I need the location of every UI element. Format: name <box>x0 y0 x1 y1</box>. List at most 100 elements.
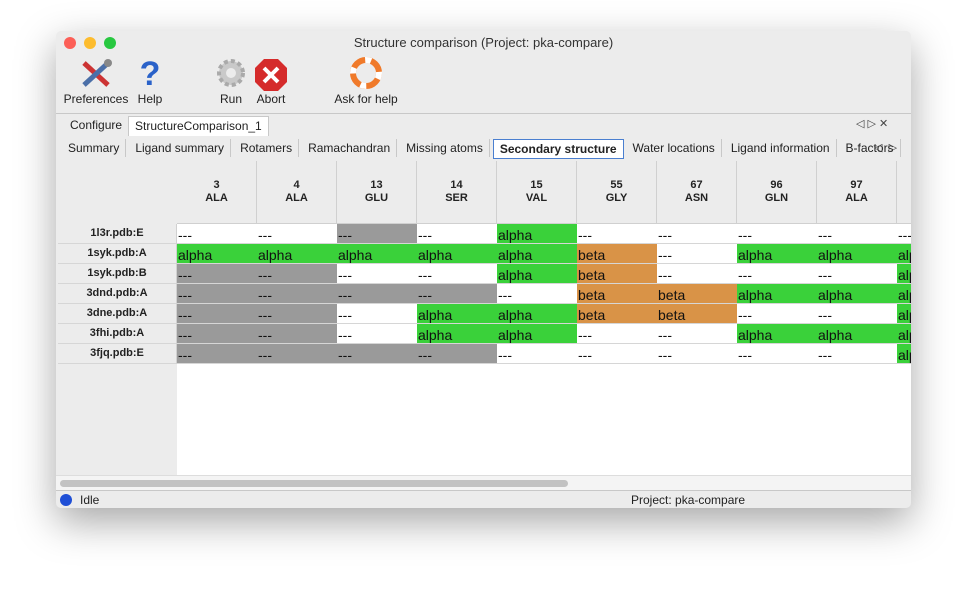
column-header[interactable]: 67 ASN <box>657 161 737 224</box>
subtab[interactable]: Ligand information <box>725 139 837 157</box>
subtab[interactable]: Water locations <box>627 139 722 157</box>
table-cell[interactable]: alpha <box>417 304 498 324</box>
table-cell[interactable]: alpha <box>897 324 911 344</box>
table-cell[interactable]: --- <box>577 344 658 364</box>
table-cell[interactable]: --- <box>257 324 338 344</box>
toolbar-label[interactable]: Preferences <box>63 92 129 106</box>
subtab[interactable]: Rotamers <box>234 139 300 157</box>
table-cell[interactable]: --- <box>177 224 258 244</box>
toolbar-label[interactable]: Help <box>137 92 163 106</box>
tab-controls[interactable]: ◁ ▷ ✕ <box>856 118 889 130</box>
row-label[interactable]: 3fhi.pdb:A <box>58 324 177 344</box>
table-cell[interactable]: alpha <box>337 244 418 264</box>
table-cell[interactable]: alpha <box>497 224 578 244</box>
table-cell[interactable]: beta <box>657 284 738 304</box>
horizontal-scrollbar[interactable] <box>56 475 911 491</box>
subtab[interactable]: Summary <box>62 139 127 157</box>
run-icon[interactable] <box>217 59 245 87</box>
table-cell[interactable]: alpha <box>497 324 578 344</box>
column-header[interactable] <box>897 161 911 224</box>
table-cell[interactable]: --- <box>657 244 738 264</box>
table-cell[interactable]: alpha <box>177 244 258 264</box>
table-cell[interactable]: --- <box>257 284 338 304</box>
table-cell[interactable]: --- <box>257 344 338 364</box>
toolbar-label[interactable]: Run <box>219 92 242 106</box>
table-cell[interactable]: alpha <box>417 324 498 344</box>
column-header[interactable]: 15 VAL <box>497 161 577 224</box>
table-cell[interactable]: beta <box>577 244 658 264</box>
table-cell[interactable]: --- <box>257 304 338 324</box>
table-cell[interactable]: --- <box>577 224 658 244</box>
table-cell[interactable]: alpha <box>817 284 898 304</box>
tab[interactable]: StructureComparison_1 <box>128 116 269 136</box>
table-cell[interactable]: alpha <box>497 264 578 284</box>
abort-icon[interactable] <box>255 59 287 91</box>
column-header[interactable]: 14 SER <box>417 161 497 224</box>
row-label[interactable]: 1syk.pdb:B <box>58 264 177 284</box>
table-cell[interactable]: --- <box>337 224 418 244</box>
table-cell[interactable]: --- <box>417 284 498 304</box>
subtab[interactable]: B-factors <box>840 139 901 157</box>
row-label[interactable]: 1syk.pdb:A <box>58 244 177 264</box>
table-cell[interactable]: --- <box>817 264 898 284</box>
table-cell[interactable]: --- <box>817 224 898 244</box>
table-cell[interactable]: --- <box>337 304 418 324</box>
table-cell[interactable]: --- <box>417 264 498 284</box>
table-cell[interactable]: --- <box>177 264 258 284</box>
row-label[interactable]: 1l3r.pdb:E <box>58 224 177 244</box>
table-cell[interactable]: --- <box>417 344 498 364</box>
table-cell[interactable]: alpha <box>897 264 911 284</box>
table-cell[interactable]: --- <box>337 284 418 304</box>
table-cell[interactable]: --- <box>817 344 898 364</box>
table-cell[interactable]: --- <box>337 344 418 364</box>
table-cell[interactable]: alpha <box>817 324 898 344</box>
table-cell[interactable]: alpha <box>897 284 911 304</box>
table-cell[interactable]: alpha <box>737 324 818 344</box>
table-cell[interactable]: --- <box>817 304 898 324</box>
close-button[interactable] <box>64 37 76 49</box>
table-cell[interactable]: --- <box>497 344 578 364</box>
table-cell[interactable]: beta <box>657 304 738 324</box>
table-cell[interactable]: --- <box>177 304 258 324</box>
column-header[interactable]: 13 GLU <box>337 161 417 224</box>
table-cell[interactable]: beta <box>577 284 658 304</box>
minimize-button[interactable] <box>84 37 96 49</box>
subtab[interactable]: Ramachandran <box>302 139 398 157</box>
table-cell[interactable]: alpha <box>497 304 578 324</box>
toolbar-label[interactable]: Ask for help <box>334 92 398 106</box>
preferences-icon[interactable] <box>82 59 112 87</box>
table-cell[interactable]: --- <box>737 224 818 244</box>
table-cell[interactable]: alpha <box>897 304 911 324</box>
table-cell[interactable]: beta <box>577 304 658 324</box>
table-cell[interactable]: alpha <box>737 284 818 304</box>
table-cell[interactable]: --- <box>737 344 818 364</box>
table-cell[interactable]: --- <box>177 284 258 304</box>
row-label[interactable]: 3dne.pdb:A <box>58 304 177 324</box>
table-cell[interactable]: alpha <box>257 244 338 264</box>
ask-help-icon[interactable] <box>350 57 382 89</box>
table-cell[interactable]: --- <box>737 264 818 284</box>
table-cell[interactable]: alpha <box>817 244 898 264</box>
table-cell[interactable]: alpha <box>497 244 578 264</box>
table-cell[interactable]: --- <box>257 224 338 244</box>
table-cell[interactable]: alpha <box>737 244 818 264</box>
table-cell[interactable]: --- <box>177 344 258 364</box>
table-cell[interactable]: alpha <box>417 244 498 264</box>
table-cell[interactable]: alpha <box>897 344 911 364</box>
column-header[interactable]: 55 GLY <box>577 161 657 224</box>
column-header[interactable]: 97 ALA <box>817 161 897 224</box>
scroll-thumb[interactable] <box>60 480 568 487</box>
table-cell[interactable]: --- <box>417 224 498 244</box>
table-cell[interactable]: --- <box>257 264 338 284</box>
column-header[interactable]: 3 ALA <box>177 161 257 224</box>
table-cell[interactable]: --- <box>657 264 738 284</box>
table-cell[interactable]: --- <box>897 224 911 244</box>
row-label[interactable]: 3dnd.pdb:A <box>58 284 177 304</box>
column-header[interactable]: 4 ALA <box>257 161 337 224</box>
table-cell[interactable]: --- <box>657 324 738 344</box>
subtab[interactable]: Secondary structure <box>492 139 624 159</box>
row-label[interactable]: 3fjq.pdb:E <box>58 344 177 364</box>
help-icon[interactable]: ? <box>140 55 161 93</box>
table-cell[interactable]: --- <box>497 284 578 304</box>
table-cell[interactable]: --- <box>577 324 658 344</box>
